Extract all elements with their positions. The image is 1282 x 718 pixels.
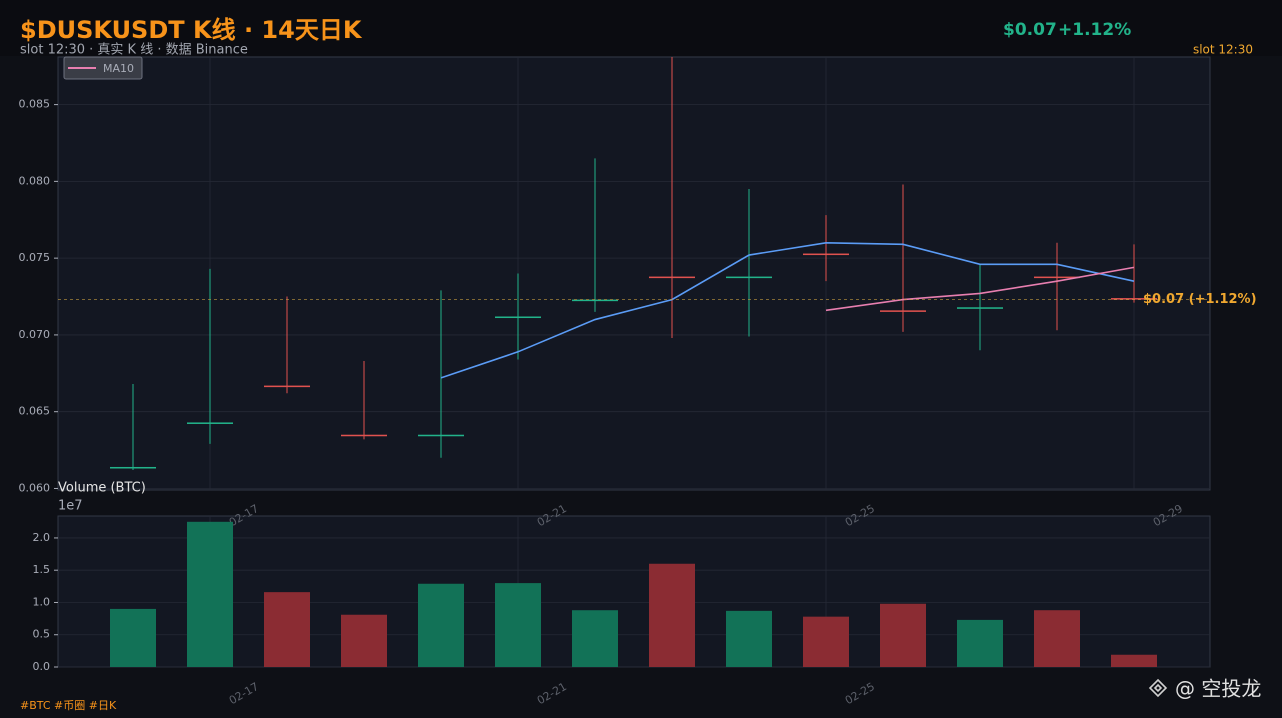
volume-bar — [957, 619, 1003, 667]
volume-bar — [495, 583, 541, 667]
candle-body — [572, 299, 618, 302]
candle-body — [187, 422, 233, 424]
volume-bar — [1111, 654, 1157, 667]
change: +1.12% — [1058, 20, 1131, 40]
volume-bar — [572, 610, 618, 667]
offset-label: 1e7 — [58, 499, 83, 514]
volume-bar — [187, 521, 233, 667]
candle-body — [341, 434, 387, 437]
y-tick-label: 0.060 — [19, 481, 51, 494]
y-tick-label: 0.070 — [19, 328, 51, 341]
volume-bar — [110, 608, 156, 667]
subtitle: slot 12:30 · 真实 K 线 · 数据 Binance — [20, 43, 248, 58]
ma-line — [440, 241, 1135, 379]
y-tick-label: 0.5 — [33, 628, 51, 641]
y-tick-label: 0.080 — [19, 174, 51, 187]
volume-panel — [57, 515, 1211, 668]
candle-body — [110, 466, 156, 469]
candle-body — [495, 316, 541, 319]
header-band — [0, 0, 1282, 56]
y-tick-label: 0.075 — [19, 251, 51, 264]
y-tick-label: 0.0 — [33, 660, 51, 673]
candle-body — [418, 434, 464, 437]
candle-body — [880, 310, 926, 312]
legend-box — [63, 56, 143, 80]
y-tick-label: 0.085 — [19, 98, 51, 111]
slot: slot 12:30 — [1193, 43, 1253, 57]
legend-label: MA10 — [103, 62, 134, 75]
volume-bar — [418, 583, 464, 667]
volume-bar — [880, 603, 926, 667]
y-tick-label: 0.065 — [19, 405, 51, 418]
title: $DUSKUSDT K线 · 14天日K — [20, 16, 363, 44]
candle-body — [649, 276, 695, 279]
volume-bar — [341, 614, 387, 667]
legend: MA10 — [63, 56, 143, 80]
footer-tags: #BTC #币圈 #日K — [20, 699, 117, 712]
volume-bar — [264, 592, 310, 667]
watermark: @ 空投龙 — [1175, 677, 1261, 701]
candle-body — [1111, 298, 1157, 300]
volume-bar — [1034, 610, 1080, 667]
y-tick-label: 1.0 — [33, 595, 51, 608]
watermark-icon — [1148, 678, 1168, 698]
y-tick-label: 1.5 — [33, 563, 51, 576]
candle-body — [1034, 276, 1080, 279]
ma-line — [825, 266, 1135, 312]
volume-bar — [803, 616, 849, 667]
candle-body — [726, 276, 772, 279]
price: $0.07 — [1003, 20, 1057, 40]
candle-body — [803, 253, 849, 256]
volume-bar — [726, 610, 772, 667]
last-price-label: $0.07 (+1.12%) — [1143, 292, 1257, 307]
y-tick-label: 2.0 — [33, 531, 51, 544]
volume-title: Volume (BTC) — [58, 481, 146, 496]
candle-body — [957, 307, 1003, 309]
volume-bar — [649, 563, 695, 667]
price-panel — [57, 56, 1211, 491]
candle-body — [264, 385, 310, 388]
